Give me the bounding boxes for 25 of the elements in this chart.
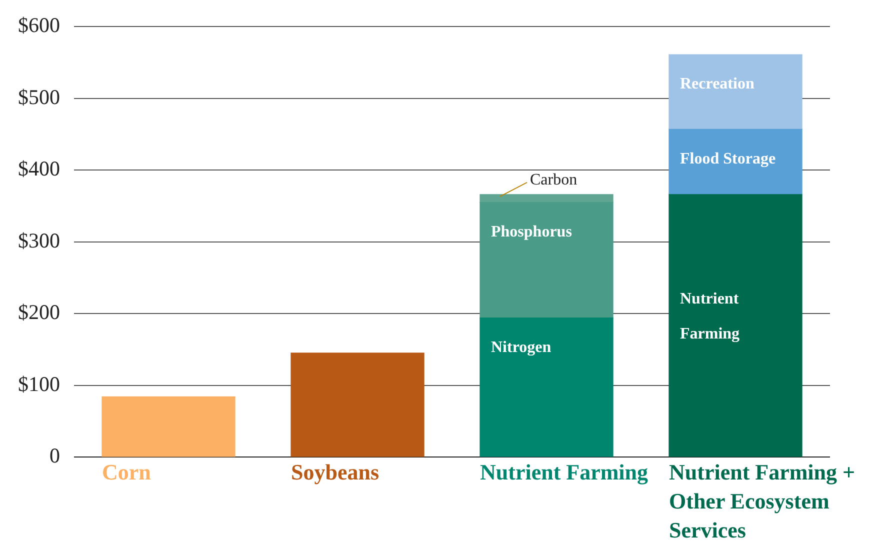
y-tick-label: $100	[18, 372, 60, 396]
series-label: Phosphorus	[491, 223, 572, 240]
y-tick-label: $500	[18, 84, 60, 109]
y-tick-label: $300	[18, 228, 60, 252]
bar	[668, 128, 802, 195]
bar	[480, 318, 614, 457]
x-tick-label: Nutrient Farming	[480, 460, 648, 485]
series-label: Recreation	[680, 76, 754, 93]
bar	[480, 202, 614, 318]
bar	[102, 396, 236, 457]
x-tick-label: Corn	[102, 460, 151, 485]
series-label: Nitrogen	[491, 338, 552, 356]
bar	[668, 54, 802, 130]
bar	[668, 194, 802, 457]
y-tick-label: $600	[18, 13, 60, 38]
series-label: Flood Storage	[680, 150, 776, 168]
y-tick-label: $200	[18, 300, 60, 324]
series-label: Nutrient Farming	[680, 290, 740, 343]
series-label: Carbon	[530, 172, 578, 189]
x-tick-label: Soybeans	[291, 460, 380, 485]
x-tick-label: Nutrient Farming + Other Ecosystem Services	[669, 460, 856, 543]
y-tick-label: $400	[18, 156, 60, 181]
bar	[290, 352, 424, 457]
bar	[480, 194, 614, 203]
y-tick-label: 0	[50, 444, 60, 468]
